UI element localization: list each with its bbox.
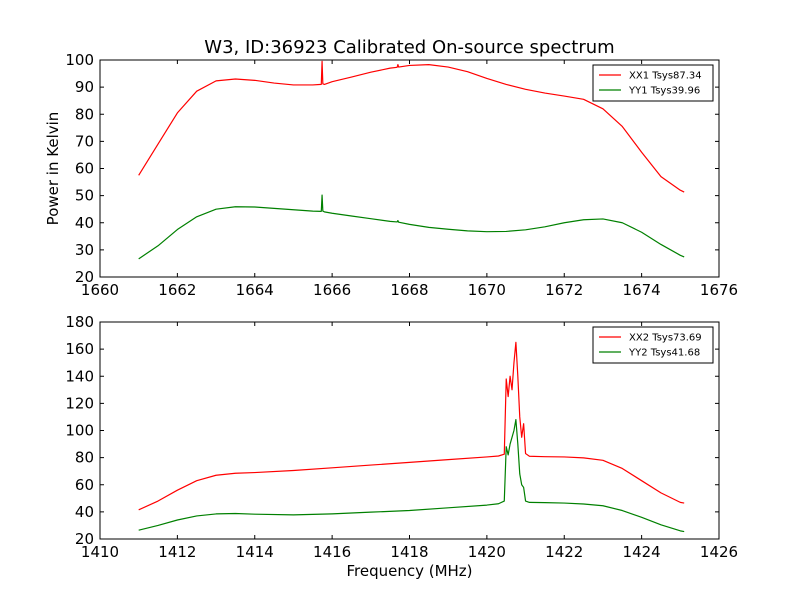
y-tick-label: 20 [75,530,94,548]
y-tick-label: 140 [65,367,94,385]
x-tick-label: 1426 [700,543,738,561]
legend-2: XX2 Tsys73.69 YY2 Tsys41.68 [592,326,714,364]
subplot-2: 1410 1412 1414 1416 1418 1420 1422 1424 1426 20 40… [65,313,738,580]
series-line-1-2 [138,194,685,260]
legend-1: XX1 Tsys87.34 YY1 Tsys39.96 [592,64,714,102]
x-tick-label: 1670 [468,281,506,299]
y-tick-label: 180 [65,313,94,331]
x-tick-label: 1668 [390,281,428,299]
y-tick-label: 100 [65,51,94,69]
x-axis-label: Frequency (MHz) [346,562,472,580]
y-axis-label: Power in Kelvin [44,112,62,226]
y-tick-label: 80 [75,449,94,467]
x-tick-label: 1666 [313,281,351,299]
subplot-1: 1660 1662 1664 1666 1668 1670 1672 1674 1676 20 30… [44,37,738,299]
x-tick-label: 1672 [545,281,583,299]
x-tick-label: 1676 [700,281,738,299]
y-tick-label: 40 [75,503,94,521]
legend-label: XX2 Tsys73.69 [629,333,702,344]
x-tick-label: 1662 [158,281,196,299]
x-tick-label: 1414 [236,543,274,561]
y-tick-label: 160 [65,340,94,358]
y-tick-label: 20 [75,268,94,286]
series-line-2-2 [138,419,685,533]
y-tick-label: 90 [75,78,94,96]
y-tick-label: 100 [65,422,94,440]
x-tick-label: 1422 [545,543,583,561]
y-tick-label: 40 [75,214,94,232]
y-tick-label: 80 [75,105,94,123]
legend-label: YY1 Tsys39.96 [628,86,700,97]
legend-label: XX1 Tsys87.34 [629,71,702,82]
y-tick-label: 70 [75,132,94,150]
y-tick-label: 50 [75,187,94,205]
series-line-1-1 [138,60,685,193]
legend-label: YY2 Tsys41.68 [628,348,700,359]
y-tick-label: 120 [65,394,94,412]
x-tick-label: 1418 [390,543,428,561]
y-tick-label: 60 [75,476,94,494]
y-tick-label: 60 [75,160,94,178]
x-tick-label: 1660 [81,281,119,299]
x-tick-label: 1410 [81,543,119,561]
x-tick-label: 1420 [468,543,506,561]
y-tick-label: 30 [75,241,94,259]
x-tick-label: 1674 [623,281,661,299]
x-tick-label: 1424 [623,543,661,561]
x-tick-label: 1664 [236,281,274,299]
legend-box [592,64,714,102]
series-line-2-1 [138,341,685,511]
legend-box [592,326,714,364]
x-tick-label: 1412 [158,543,196,561]
x-tick-label: 1416 [313,543,351,561]
chart-title: W3, ID:36923 Calibrated On-source spectr… [204,37,614,58]
